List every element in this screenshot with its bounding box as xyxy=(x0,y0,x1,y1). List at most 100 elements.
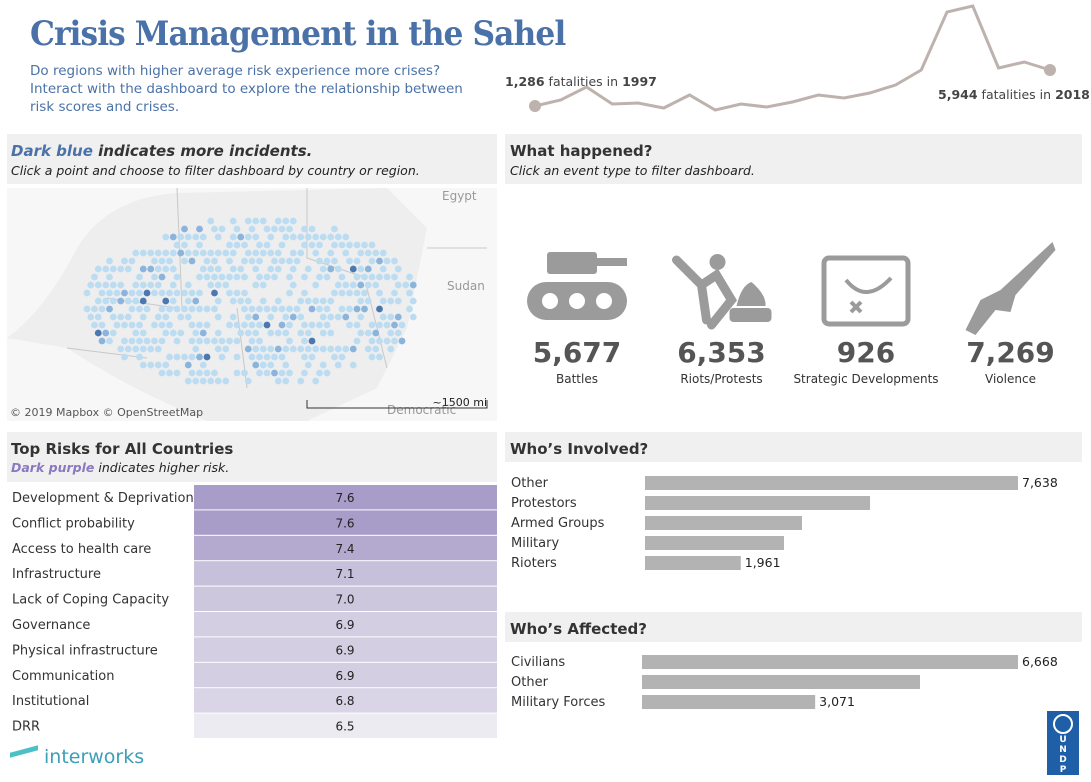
risk-value: 7.6 xyxy=(335,491,354,505)
hexbin xyxy=(357,249,365,257)
hexbin xyxy=(286,273,293,281)
hexbin xyxy=(106,337,113,345)
hexbin xyxy=(376,273,383,281)
hexbin xyxy=(218,337,226,345)
hexbin xyxy=(241,321,248,329)
hexbin xyxy=(409,281,417,289)
risk-value: 6.5 xyxy=(335,720,354,734)
hexbin xyxy=(128,321,136,329)
hexbin xyxy=(394,281,402,289)
hexbin xyxy=(289,249,297,257)
hexbin xyxy=(379,249,387,257)
logo-letter: U xyxy=(1059,735,1067,745)
hexbin xyxy=(188,289,196,297)
hexbin xyxy=(312,345,320,353)
hexbin xyxy=(94,281,102,289)
border xyxy=(66,347,148,359)
risk-value: 7.6 xyxy=(335,516,354,530)
hexbin xyxy=(353,305,361,313)
hexbin xyxy=(117,313,125,321)
hexbin xyxy=(349,345,357,353)
risk-cell xyxy=(194,535,497,561)
hexbin xyxy=(304,361,312,369)
hexbin xyxy=(346,289,353,297)
hexbin xyxy=(154,265,162,273)
hexbin xyxy=(259,297,267,305)
hexbin xyxy=(222,345,230,353)
risk-table: Development & Deprivation 7.6 Conflict pro… xyxy=(12,485,497,738)
scale-label: ~1500 mi xyxy=(433,396,487,409)
hexbin xyxy=(353,273,361,281)
hexbin xyxy=(267,233,275,241)
hexbin xyxy=(327,233,335,241)
risk-name: Governance xyxy=(12,618,90,633)
hexbin xyxy=(98,321,106,329)
hexbin xyxy=(293,257,301,265)
year: 1997 xyxy=(622,74,657,89)
hexbin xyxy=(98,305,106,313)
hexbin xyxy=(241,241,248,249)
hexbin xyxy=(319,329,327,337)
hexbin xyxy=(349,361,357,369)
hexbin xyxy=(387,297,395,305)
map[interactable]: Egypt Sudan Democratic © 2019 Mapbox © Open… xyxy=(7,188,497,421)
hexbin xyxy=(364,249,372,257)
credit: © 2019 Mapbox © OpenStreetMap xyxy=(10,406,203,419)
hexbin xyxy=(252,345,260,353)
hexbin xyxy=(117,281,125,289)
icon xyxy=(672,255,737,330)
risk-cell xyxy=(194,485,497,510)
hexbin xyxy=(331,289,338,297)
hexbin xyxy=(256,369,263,377)
hexbin xyxy=(316,321,323,329)
hexbin xyxy=(233,273,241,281)
hexbin xyxy=(154,249,162,257)
hexbin xyxy=(252,217,260,225)
hexbin xyxy=(151,257,158,265)
hexbin xyxy=(394,265,402,273)
event-count: 926 xyxy=(837,336,895,369)
event-label: Violence xyxy=(985,372,1036,386)
hexbin xyxy=(214,249,222,257)
events[interactable]: 5,677 Battles 6,353 Riots/Protests 926 Strate… xyxy=(505,190,1082,400)
hexbin xyxy=(136,321,143,329)
hexbin xyxy=(297,345,305,353)
hexbin xyxy=(398,321,406,329)
hexbin xyxy=(301,321,308,329)
annotation: 1,286 fatalities in 1997 xyxy=(505,74,657,89)
hexbin xyxy=(237,329,245,337)
hexbin xyxy=(323,321,331,329)
involved-header: Who’s Involved? xyxy=(505,432,1082,462)
hexbin xyxy=(327,345,335,353)
hexbin xyxy=(252,265,260,273)
hexbin xyxy=(331,241,338,249)
hexbin xyxy=(196,353,203,361)
hexbin xyxy=(282,313,290,321)
hexbin xyxy=(139,313,147,321)
hexbin xyxy=(338,305,346,313)
hexbin xyxy=(297,329,305,337)
hexbin xyxy=(289,281,297,289)
hexbin xyxy=(267,249,275,257)
risk-value: 6.8 xyxy=(335,694,354,708)
hexbin xyxy=(331,225,338,233)
hexbin xyxy=(102,297,110,305)
hexbin xyxy=(368,257,376,265)
risk-value: 6.9 xyxy=(335,643,354,657)
hexbin xyxy=(139,265,147,273)
hexbin xyxy=(207,265,215,273)
hexbin xyxy=(241,305,248,313)
hexbin xyxy=(244,297,252,305)
hexbin xyxy=(196,337,203,345)
hexbin xyxy=(308,353,316,361)
hexbin xyxy=(226,273,233,281)
hexbin xyxy=(196,225,203,233)
hexbin xyxy=(226,321,233,329)
hexbin xyxy=(334,361,342,369)
hexbin xyxy=(211,273,218,281)
hexbin xyxy=(327,297,335,305)
hexbin xyxy=(364,345,372,353)
hexbin xyxy=(199,329,207,337)
hexbin xyxy=(203,273,211,281)
hexbin xyxy=(252,361,260,369)
